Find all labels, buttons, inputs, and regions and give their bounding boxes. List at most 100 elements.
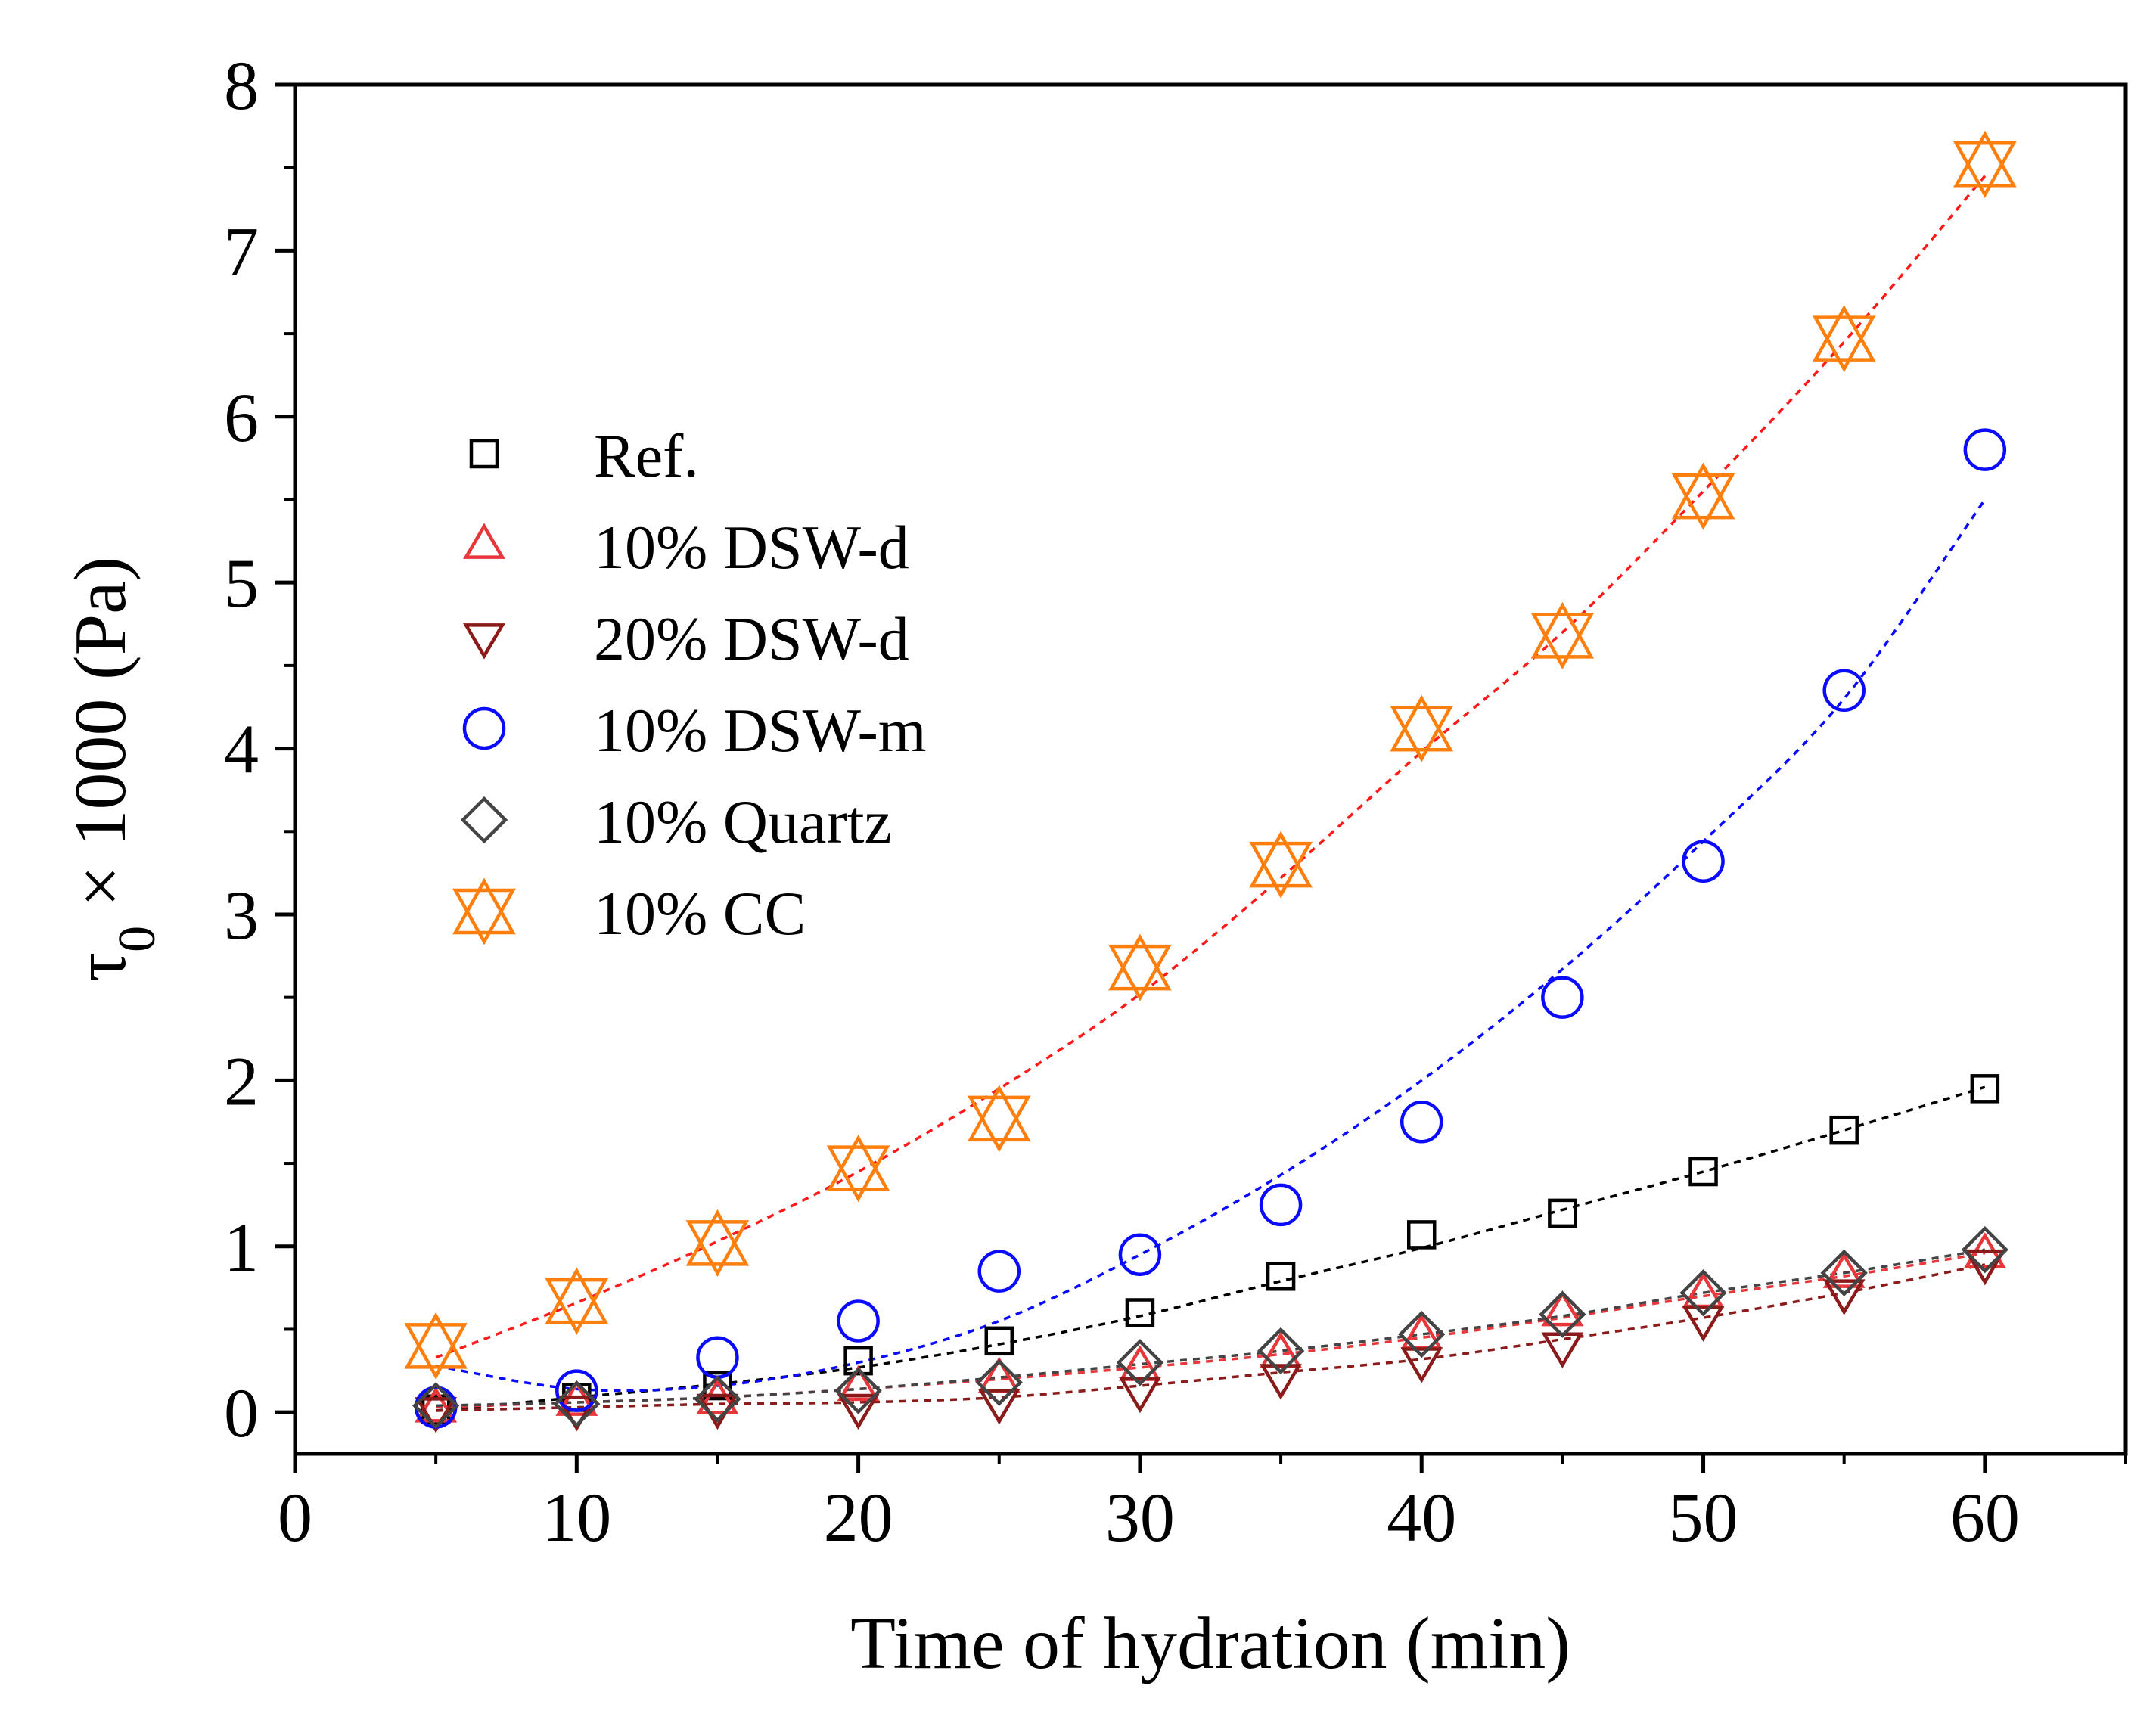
fit-curve-10-dsw-m [435, 498, 1987, 1393]
y-tick-label: 2 [224, 1042, 259, 1119]
data-point-10-cc-down [826, 1145, 890, 1203]
data-point-10-cc-up [404, 1312, 468, 1369]
data-point-10-dsw-m [977, 1250, 1021, 1293]
data-point-10-quartz [1257, 1327, 1305, 1375]
plot-frame [293, 82, 2128, 1456]
data-point-20-dsw-d [555, 1395, 598, 1432]
legend-entry-10-dsw-d: 10% DSW-d [463, 513, 909, 582]
legend-entry-10-quartz: 10% Quartz [460, 787, 892, 856]
data-point-10-quartz [553, 1380, 601, 1428]
data-point-10-quartz [834, 1367, 882, 1414]
data-point-20-dsw-d [1400, 1347, 1443, 1383]
series-10-dsw-m [414, 428, 2007, 1429]
legend-marker-10-cc [452, 877, 516, 945]
data-point-10-dsw-m [1822, 669, 1866, 713]
y-tick-label: 0 [224, 1374, 259, 1452]
legend-entry-10-dsw-m: 10% DSW-m [462, 696, 927, 765]
data-point-10-cc-up [545, 1267, 609, 1324]
x-tick-label: 60 [1950, 1479, 2020, 1556]
data-point-10-cc-up [967, 1085, 1031, 1142]
legend-marker-20-dsw-d [463, 623, 505, 660]
data-point-10-quartz [1961, 1225, 2009, 1274]
series-ref [421, 1074, 2000, 1424]
legend-marker-10-dsw-m [462, 706, 506, 750]
data-point-10-cc-down [1108, 944, 1172, 1001]
data-point-10-cc-up [1249, 831, 1313, 888]
y-axis-title-subscript: 0 [108, 926, 166, 952]
data-point-10-cc-up [1530, 601, 1595, 659]
legend-entry-10-cc: 10% CC [452, 877, 806, 948]
series-20-dsw-d [415, 1249, 2006, 1433]
data-point-20-dsw-d [1682, 1306, 1725, 1342]
data-point-10-dsw-d [837, 1365, 880, 1402]
data-point-10-quartz [975, 1358, 1023, 1406]
data-point-10-cc [967, 1085, 1031, 1153]
data-point-10-dsw-m [1963, 428, 2007, 471]
x-axis-title: Time of hydration (min) [850, 1603, 1570, 1684]
data-point-ref [1406, 1220, 1437, 1250]
legend: Ref. 10% DSW-d 20% DSW-d 10% DSW-m 10% Quart… [452, 421, 927, 948]
data-point-20-dsw-d [1260, 1364, 1303, 1400]
legend-label-10-cc: 10% CC [594, 879, 806, 948]
data-point-10-cc-up [685, 1209, 750, 1266]
data-point-10-cc-down [1390, 705, 1454, 762]
data-point-10-dsw-m [1259, 1183, 1303, 1227]
data-point-10-cc-down [685, 1220, 750, 1277]
data-point-10-cc-down [967, 1095, 1031, 1153]
x-tick-label: 30 [1105, 1479, 1175, 1556]
data-point-20-dsw-d [1541, 1332, 1584, 1369]
data-point-10-cc-down [1671, 473, 1735, 530]
data-point-ref [1125, 1298, 1155, 1327]
legend-entry-ref: Ref. [469, 421, 699, 490]
data-point-10-cc [545, 1267, 609, 1335]
y-tick-label: 1 [224, 1209, 259, 1286]
data-point-10-cc [685, 1209, 750, 1277]
x-axis-ticks: 0 10 20 30 40 50 60 [278, 1454, 2127, 1556]
data-point-10-cc-up [826, 1135, 890, 1191]
legend-label-10-dsw-d: 10% DSW-d [594, 513, 909, 582]
data-point-ref [703, 1371, 732, 1401]
y-tick-label: 6 [224, 379, 259, 456]
data-point-10-quartz [1820, 1249, 1868, 1297]
data-point-10-cc-down [1530, 613, 1595, 670]
data-point-10-cc-up [1953, 130, 2017, 188]
legend-label-10-quartz: 10% Quartz [594, 787, 892, 856]
data-point-ref [984, 1326, 1014, 1356]
legend-label-10-dsw-m: 10% DSW-m [594, 696, 927, 765]
data-point-10-cc [1390, 694, 1454, 762]
data-point-10-cc [1108, 933, 1172, 1001]
data-point-20-dsw-d [1118, 1377, 1161, 1414]
data-point-10-cc [1671, 462, 1735, 530]
data-point-20-dsw-d [977, 1389, 1021, 1425]
data-point-10-dsw-m [555, 1369, 598, 1412]
data-point-10-dsw-m [1118, 1233, 1162, 1276]
data-point-10-cc-down [1953, 141, 2017, 198]
data-point-10-dsw-m [837, 1299, 880, 1343]
y-tick-label: 8 [224, 47, 259, 124]
y-tick-label: 4 [224, 711, 259, 788]
y-tick-label: 7 [224, 213, 259, 290]
data-point-10-quartz [694, 1375, 741, 1423]
x-tick-label: 40 [1387, 1479, 1456, 1556]
data-point-10-dsw-m [1400, 1100, 1443, 1144]
data-point-ref [1548, 1198, 1577, 1228]
data-point-ref [843, 1346, 873, 1376]
data-point-10-dsw-m [1682, 840, 1725, 883]
data-point-10-quartz [1116, 1339, 1164, 1386]
y-axis-title-symbol: τ [60, 952, 141, 982]
legend-marker-ref [469, 439, 499, 469]
legend-label-20-dsw-d: 20% DSW-d [594, 604, 909, 673]
fit-curve-10-quartz [436, 1248, 1986, 1408]
fit-curve-10-dsw-d [436, 1251, 1986, 1409]
data-point-20-dsw-d [1822, 1279, 1866, 1315]
legend-label-ref: Ref. [594, 421, 699, 490]
data-point-10-dsw-d [415, 1386, 458, 1423]
data-point-10-cc-up [1671, 462, 1735, 520]
data-point-10-cc-up [1812, 305, 1876, 362]
series-10-cc [404, 130, 2017, 1380]
data-point-10-quartz [412, 1382, 460, 1430]
data-point-10-quartz [1679, 1269, 1727, 1317]
data-markers [404, 130, 2017, 1433]
legend-marker-10-quartz [460, 796, 508, 844]
